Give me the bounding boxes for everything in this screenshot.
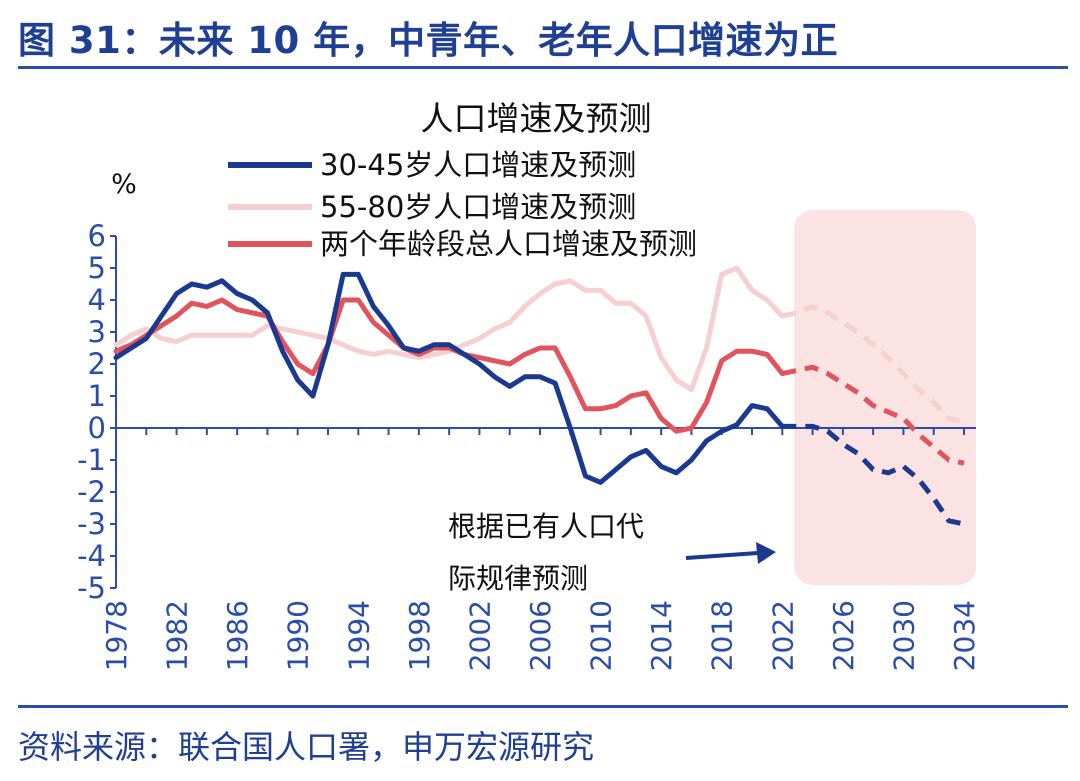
y-tick-label: 3 xyxy=(88,315,106,349)
y-tick-label: -1 xyxy=(77,443,106,477)
y-tick-label: 1 xyxy=(88,379,106,413)
x-tick-label: 2034 xyxy=(948,600,981,671)
y-tick-label: 4 xyxy=(88,283,106,317)
x-tick-label: 1998 xyxy=(403,600,436,671)
x-tick-label: 2010 xyxy=(585,600,618,671)
series-line-forecast xyxy=(781,364,965,466)
figure-title: 图 31：未来 10 年，中青年、老年人口增速为正 xyxy=(18,19,839,62)
x-tick-label: 1982 xyxy=(161,600,194,671)
series-line-forecast xyxy=(782,423,965,527)
annotation-line-1: 根据已有人口代 xyxy=(448,510,644,543)
chart-title: 人口增速及预测 xyxy=(421,99,652,138)
annotation-arrowhead xyxy=(756,542,776,564)
forecast-shade xyxy=(794,210,976,585)
series-line-history xyxy=(113,265,785,393)
y-tick-label: 2 xyxy=(88,347,106,381)
x-tick-label: 2006 xyxy=(524,600,557,671)
x-tick-label: 2018 xyxy=(706,600,739,671)
y-tick-label: 6 xyxy=(88,219,106,253)
x-tick-label: 1990 xyxy=(282,600,315,671)
legend-label: 30-45岁人口增速及预测 xyxy=(320,148,636,182)
forecast-annotation: 根据已有人口代 际规律预测 xyxy=(448,510,776,595)
y-tick-label: -4 xyxy=(77,539,106,573)
legend-label: 两个年龄段总人口增速及预测 xyxy=(320,227,697,261)
x-tick-label: 2030 xyxy=(887,600,920,671)
series-layer xyxy=(113,265,965,527)
y-tick-label: -5 xyxy=(77,571,106,605)
title-rule xyxy=(18,66,1068,69)
series-line-history xyxy=(113,271,785,485)
y-axis-unit: % xyxy=(111,169,137,200)
y-tick-label: 5 xyxy=(88,251,106,285)
x-tick-label: 2014 xyxy=(645,600,678,671)
x-tick-label: 2026 xyxy=(827,600,860,671)
y-tick-label: 0 xyxy=(88,411,106,445)
source-rule xyxy=(18,705,1068,708)
source-note: 资料来源：联合国人口署，申万宏源研究 xyxy=(18,728,595,766)
annotation-line-2: 际规律预测 xyxy=(448,562,588,595)
y-tick-label: -3 xyxy=(77,507,106,541)
x-tick-label: 2022 xyxy=(766,600,799,671)
x-tick-label: 2002 xyxy=(463,600,496,671)
x-tick-label: 1994 xyxy=(342,600,375,671)
y-tick-label: -2 xyxy=(77,475,106,509)
legend-label: 55-80岁人口增速及预测 xyxy=(320,190,636,224)
series-line-history xyxy=(113,297,785,434)
annotation-arrow xyxy=(685,551,759,560)
x-tick-label: 1978 xyxy=(100,600,133,671)
series-line-forecast xyxy=(781,303,965,425)
x-tick-label: 1986 xyxy=(221,600,254,671)
